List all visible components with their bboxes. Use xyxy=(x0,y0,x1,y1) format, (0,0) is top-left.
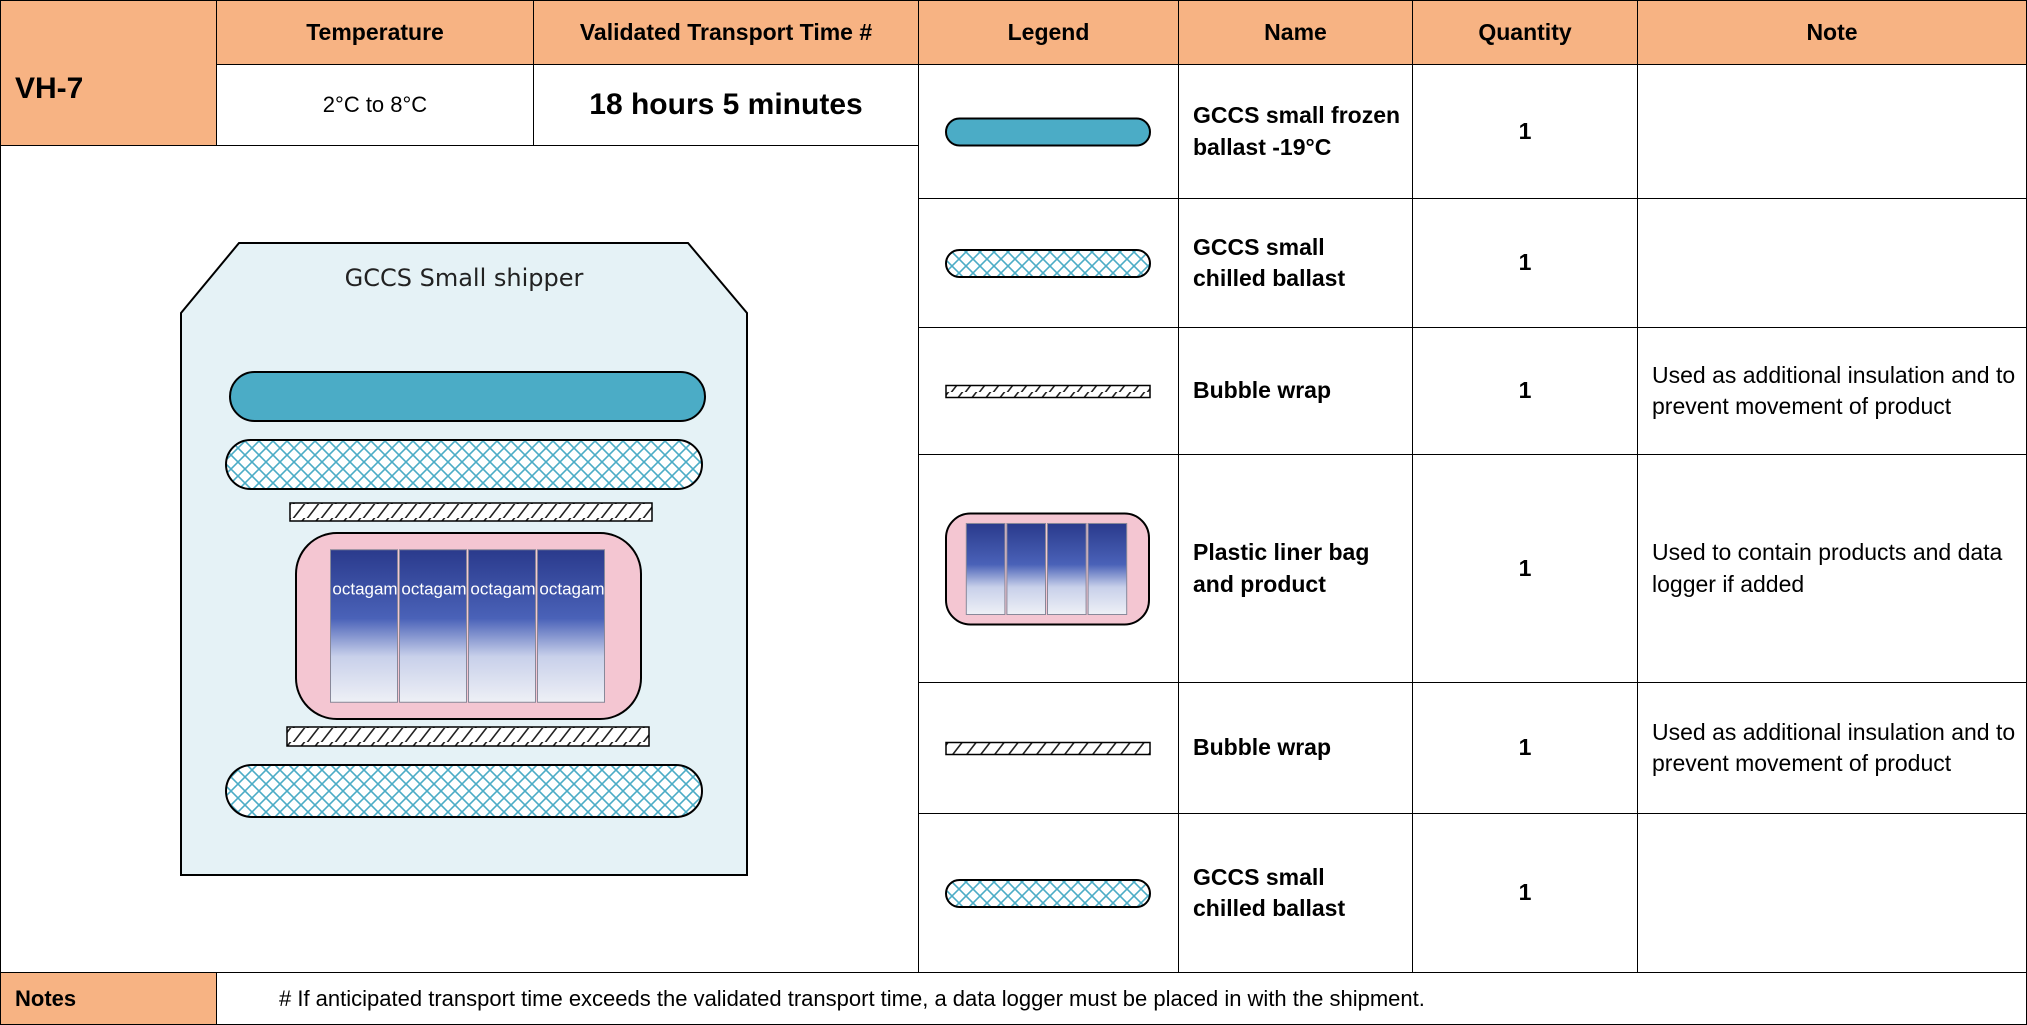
item-note xyxy=(1638,199,2027,328)
item-name: GCCS small chilled ballast xyxy=(1179,814,1413,973)
legend-cell xyxy=(919,65,1179,199)
item-quantity: 1 xyxy=(1413,683,1638,814)
item-quantity: 1 xyxy=(1413,65,1638,199)
transport-time: 18 hours 5 minutes xyxy=(534,65,919,146)
item-quantity: 1 xyxy=(1413,328,1638,455)
notes-label: Notes xyxy=(0,973,217,1025)
notes-text: # If anticipated transport time exceeds … xyxy=(217,973,2027,1025)
item-note xyxy=(1638,65,2027,199)
item-quantity: 1 xyxy=(1413,455,1638,683)
item-name: Plastic liner bag and product xyxy=(1179,455,1413,683)
column-header: Name xyxy=(1179,0,1413,65)
column-header: Legend xyxy=(919,0,1179,65)
temperature: 2°C to 8°C xyxy=(217,65,534,146)
item-quantity: 1 xyxy=(1413,814,1638,973)
column-header: Temperature xyxy=(217,0,534,65)
item-note: Used as additional insulation and to pre… xyxy=(1638,328,2027,455)
legend-cell xyxy=(919,455,1179,683)
item-note xyxy=(1638,814,2027,973)
diagram-cell xyxy=(0,146,919,973)
item-note: Used as additional insulation and to pre… xyxy=(1638,683,2027,814)
legend-cell xyxy=(919,814,1179,973)
column-header: Quantity xyxy=(1413,0,1638,65)
legend-cell xyxy=(919,683,1179,814)
item-quantity: 1 xyxy=(1413,199,1638,328)
code-cell: VH-7 xyxy=(0,0,217,146)
item-name: GCCS small chilled ballast xyxy=(1179,199,1413,328)
legend-cell xyxy=(919,199,1179,328)
column-header: Note xyxy=(1638,0,2027,65)
legend-cell xyxy=(919,328,1179,455)
item-name: Bubble wrap xyxy=(1179,328,1413,455)
item-name: GCCS small frozen ballast -19°C xyxy=(1179,65,1413,199)
item-note: Used to contain products and data logger… xyxy=(1638,455,2027,683)
column-header: Validated Transport Time # xyxy=(534,0,919,65)
item-name: Bubble wrap xyxy=(1179,683,1413,814)
